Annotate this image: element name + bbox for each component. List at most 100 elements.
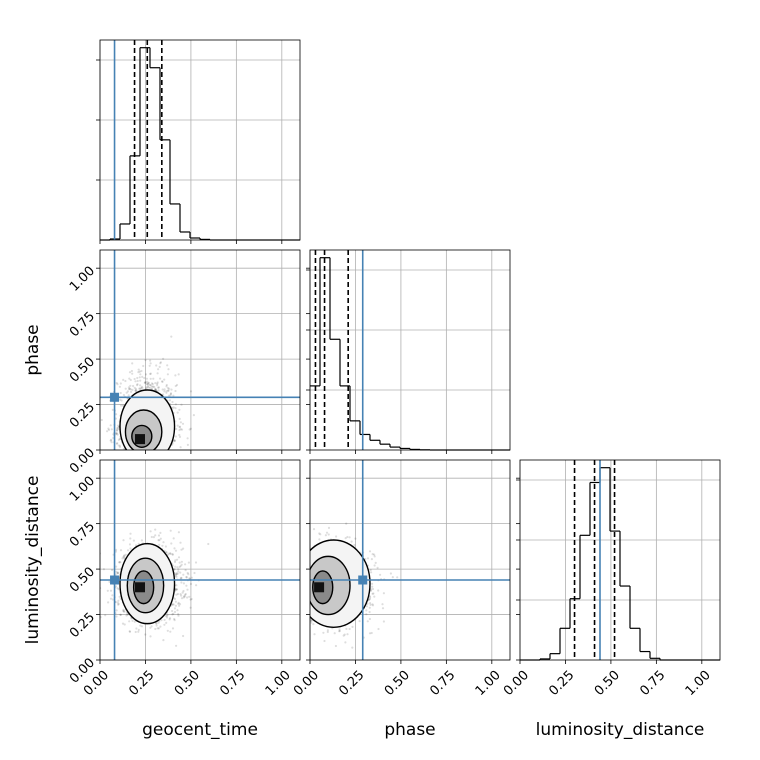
sample-point: [374, 561, 377, 565]
sample-point: [302, 592, 304, 594]
sample-point: [306, 563, 308, 565]
sample-point: [175, 575, 178, 578]
sample-point: [175, 588, 178, 591]
sample-point: [119, 561, 122, 564]
sample-point: [369, 596, 372, 599]
sample-point: [297, 584, 299, 586]
x-tick-label: 1.00: [683, 668, 714, 699]
sample-point: [259, 609, 261, 611]
panel-frame: [309, 459, 511, 661]
sample-point: [293, 558, 295, 560]
sample-point: [116, 433, 119, 436]
sample-point: [371, 585, 374, 588]
sample-point: [312, 623, 315, 626]
sample-point: [305, 618, 307, 620]
sample-point: [338, 628, 341, 631]
sample-point: [167, 394, 171, 397]
sample-point: [177, 613, 180, 616]
sample-point: [174, 588, 177, 592]
x-tick-label: 0.50: [382, 668, 413, 699]
sample-point: [167, 389, 170, 392]
sample-point: [163, 623, 166, 626]
y-tick-label: 0.50: [67, 355, 98, 386]
sample-point: [354, 537, 357, 540]
sample-point: [296, 569, 298, 571]
sample-point: [134, 630, 137, 634]
sample-point: [152, 455, 154, 457]
sample-point: [175, 383, 179, 387]
sample-point: [169, 392, 173, 395]
sample-point: [351, 646, 354, 649]
sample-point: [272, 577, 274, 579]
sample-point: [158, 539, 161, 542]
sample-point: [168, 387, 171, 390]
sample-point: [140, 539, 143, 542]
histogram: [100, 47, 300, 241]
sample-point: [272, 596, 274, 598]
sample-point: [163, 390, 166, 393]
sample-point: [166, 474, 168, 476]
sample-point: [301, 595, 303, 597]
sample-point: [164, 450, 166, 452]
sample-point: [162, 457, 164, 459]
sample-point: [302, 584, 304, 586]
sample-point: [130, 390, 133, 393]
sample-point: [302, 573, 304, 575]
sample-point: [117, 464, 119, 466]
sample-point: [126, 613, 129, 616]
sample-point: [122, 555, 125, 558]
sample-point: [159, 531, 162, 535]
panel-frame: [99, 39, 301, 241]
sample-point: [116, 428, 119, 431]
sample-point: [288, 599, 290, 601]
sample-point: [296, 588, 298, 590]
sample-point: [149, 461, 151, 463]
sample-point: [167, 368, 170, 371]
sample-point: [174, 407, 177, 410]
sample-point: [152, 453, 154, 455]
sample-point: [391, 576, 394, 579]
sample-point: [155, 456, 157, 458]
sample-point: [287, 595, 289, 597]
sample-point: [116, 442, 119, 445]
sample-point: [141, 386, 144, 389]
sample-point: [119, 391, 122, 395]
sample-point: [307, 607, 309, 609]
sample-point: [151, 453, 153, 455]
sample-point: [277, 603, 279, 605]
sample-point: [264, 600, 266, 602]
sample-point: [151, 383, 154, 386]
sample-point: [306, 565, 308, 567]
x-tick-label: 0.25: [546, 668, 577, 699]
sample-point: [140, 454, 142, 456]
sample-point: [302, 577, 304, 579]
sample-point: [131, 452, 133, 454]
sample-point: [135, 627, 138, 630]
sample-point: [160, 468, 162, 470]
sample-point: [302, 577, 304, 579]
sample-point: [140, 387, 143, 390]
sample-point: [160, 472, 162, 474]
sample-point: [136, 384, 139, 387]
sample-point: [177, 568, 180, 571]
sample-point: [306, 563, 308, 565]
sample-point: [176, 411, 179, 414]
sample-point: [169, 630, 172, 633]
sample-point: [369, 568, 372, 572]
sample-point: [152, 385, 155, 388]
sample-point: [156, 372, 159, 375]
sample-point: [150, 453, 152, 455]
sample-point: [172, 394, 175, 397]
sample-point: [307, 598, 309, 600]
sample-point: [157, 621, 160, 624]
sample-point: [194, 561, 198, 564]
sample-point: [162, 393, 165, 396]
sample-point: [148, 453, 150, 455]
sample-point: [285, 561, 287, 563]
sample-point: [382, 592, 385, 595]
sample-point: [351, 625, 354, 629]
sample-point: [107, 427, 110, 430]
sample-point: [297, 594, 299, 596]
